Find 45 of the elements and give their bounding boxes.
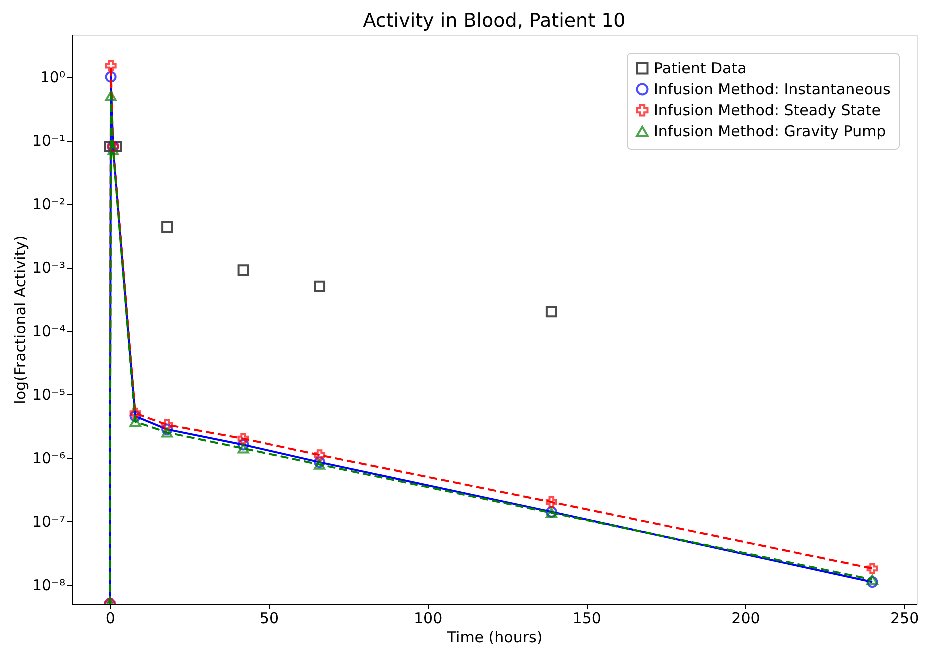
y-tick-label: 10⁰ [40,68,66,87]
y-tick-label: 10⁻⁵ [32,386,66,404]
point [314,450,326,462]
x-tick-label: 250 [890,610,920,628]
x-axis-title: Time (hours) [446,628,543,646]
point [238,264,250,276]
point [546,496,558,508]
y-tick-label: 10⁻⁷ [32,512,66,531]
y-tick-label: 10⁻⁸ [32,576,66,594]
x-tick-label: 0 [106,610,116,628]
point [105,91,117,102]
legend-label: Patient Data [654,60,747,78]
y-tick-label: 10⁻⁴ [32,322,66,340]
point [108,145,120,156]
point [162,424,174,436]
point [130,410,142,422]
legend-label: Infusion Method: Steady State [654,102,881,120]
point [238,439,250,451]
y-tick-label: 10⁻² [32,196,66,214]
y-tick-label: 10⁻¹ [32,132,66,150]
point [162,428,174,438]
point [105,60,117,72]
point [238,444,250,454]
point [238,433,250,445]
point [130,416,142,427]
point [162,419,174,431]
point [314,460,326,470]
x-tick-label: 50 [260,610,279,628]
y-axis-title: log(Fractional Activity) [11,236,30,404]
x-tick-label: 150 [572,610,602,628]
point [866,562,878,574]
point [105,71,117,83]
point [314,280,326,292]
x-tick-label: 100 [414,610,443,628]
point [546,306,558,318]
point [866,576,878,588]
point [162,222,174,234]
legend-label: Infusion Method: Gravity Pump [654,122,886,140]
y-tick-label: 10⁻³ [32,259,66,278]
point [130,408,142,420]
point [866,574,878,585]
x-tick-label: 200 [732,610,760,628]
legend-label: Infusion Method: Instantaneous [654,80,892,98]
y-tick-label: 10⁻⁶ [32,449,66,468]
chart-title: Activity in Blood, Patient 10 [363,10,626,32]
